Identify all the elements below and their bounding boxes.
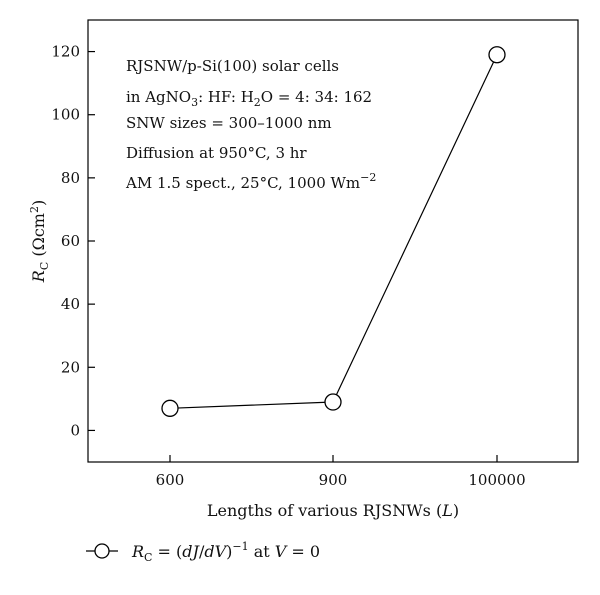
x-axis-title: Lengths of various RJSNWs (L) <box>207 501 459 520</box>
data-point <box>488 46 506 64</box>
annotation-line-4: Diffusion at 950°C, 3 hr <box>126 144 307 162</box>
x-tick-label: 100000 <box>468 471 525 489</box>
annotation-block: RJSNW/p-Si(100) solar cells in AgNO3: HF… <box>125 57 376 192</box>
y-axis-title: RC (Ωcm2) <box>28 200 51 283</box>
series-line <box>169 54 498 409</box>
legend-marker <box>94 543 110 559</box>
y-tick-label: 100 <box>51 106 80 124</box>
data-series <box>161 46 506 417</box>
annotation-line-5: AM 1.5 spect., 25°C, 1000 Wm−2 <box>125 171 376 192</box>
legend-label: RC = (dJ/dV)−1 at V = 0 <box>131 540 320 564</box>
annotation-line-2: in AgNO3: HF: H2O = 4: 34: 162 <box>126 88 372 109</box>
annotation-line-1: RJSNW/p-Si(100) solar cells <box>126 57 339 75</box>
data-point <box>324 393 342 411</box>
x-tick-label: 900 <box>319 471 348 489</box>
y-tick-label: 0 <box>70 421 80 439</box>
x-axis: 600 900 100000 <box>156 455 526 489</box>
data-point <box>161 399 179 417</box>
y-axis: 0 20 40 60 80 100 120 <box>51 43 95 439</box>
y-tick-label: 40 <box>61 295 80 313</box>
legend: RC = (dJ/dV)−1 at V = 0 <box>86 540 320 564</box>
y-tick-label: 80 <box>61 169 80 187</box>
y-tick-label: 60 <box>61 232 80 250</box>
y-tick-label: 20 <box>61 358 80 376</box>
annotation-line-3: SNW sizes = 300–1000 nm <box>126 114 332 132</box>
x-tick-label: 600 <box>156 471 185 489</box>
y-tick-label: 120 <box>51 43 80 61</box>
